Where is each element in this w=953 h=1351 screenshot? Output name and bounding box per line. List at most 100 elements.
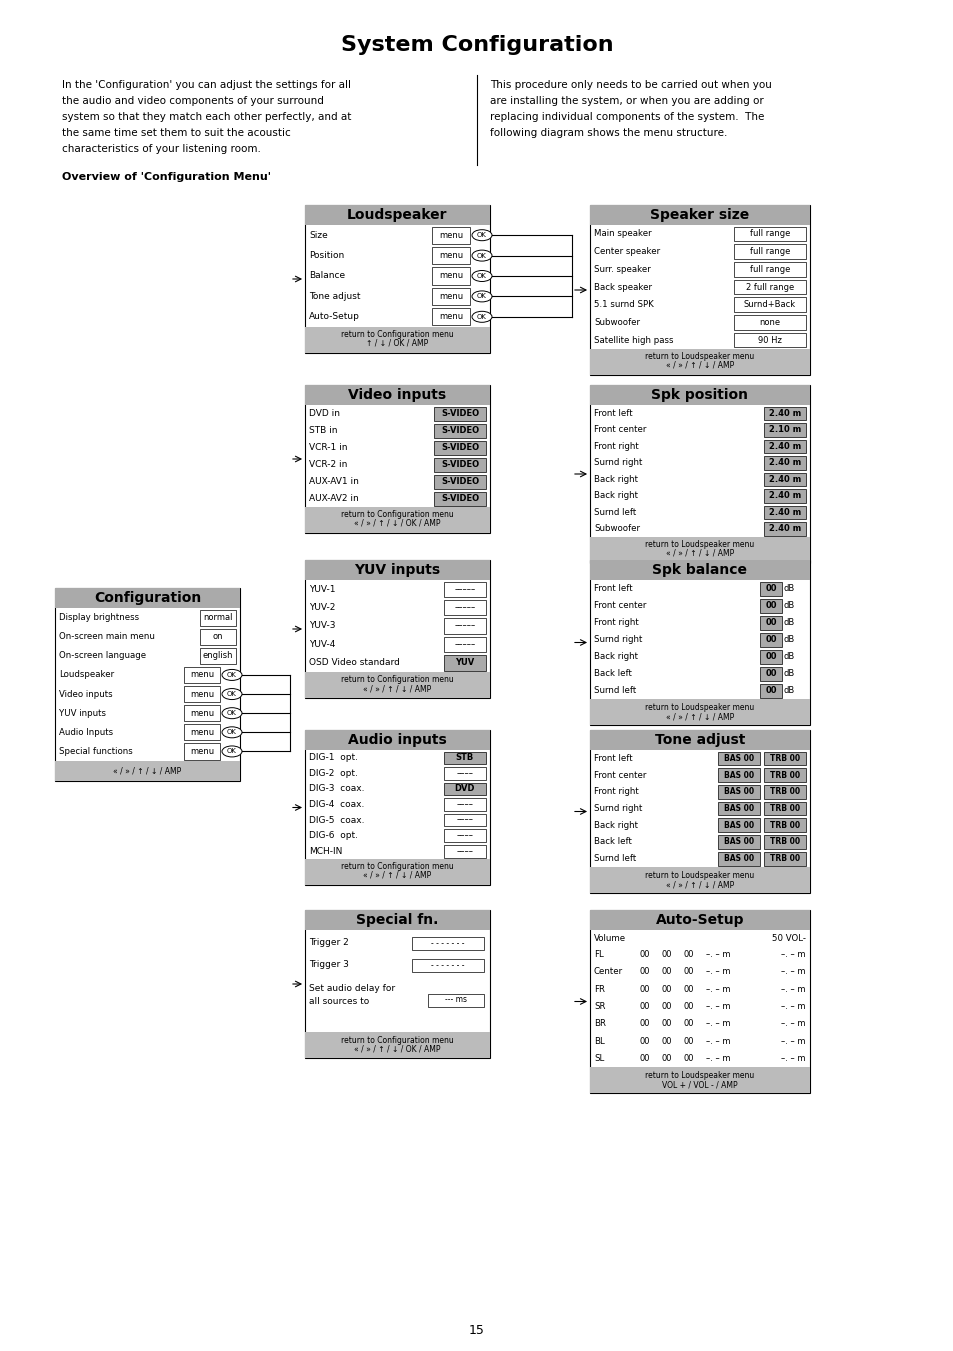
Bar	[733, 262, 805, 277]
Text: BAS 00: BAS 00	[723, 788, 753, 796]
Bar	[589, 911, 809, 929]
Text: Configuration: Configuration	[93, 590, 201, 605]
Text: BAS 00: BAS 00	[723, 770, 753, 780]
Bar	[443, 782, 485, 796]
Bar	[443, 600, 485, 615]
Text: return to Configuration menu: return to Configuration menu	[341, 676, 454, 684]
Text: - - - - - - -: - - - - - - -	[431, 962, 464, 970]
Text: « / » / ↑ / ↓ / AMP: « / » / ↑ / ↓ / AMP	[665, 549, 734, 558]
Text: « / » / ↑ / ↓ / AMP: « / » / ↑ / ↓ / AMP	[113, 766, 181, 775]
Text: 2 full range: 2 full range	[745, 282, 793, 292]
Text: –. – m: –. – m	[781, 985, 805, 994]
Text: Main speaker: Main speaker	[594, 230, 651, 238]
Text: DVD in: DVD in	[309, 409, 339, 417]
Text: 00: 00	[661, 985, 672, 994]
Bar	[589, 205, 809, 376]
Bar	[434, 407, 485, 420]
Bar	[718, 835, 760, 848]
Bar	[733, 280, 805, 295]
Bar	[763, 819, 805, 832]
Text: full range: full range	[749, 247, 789, 257]
Text: BAS 00: BAS 00	[723, 820, 753, 830]
Text: TRB 00: TRB 00	[769, 820, 800, 830]
Bar	[305, 561, 490, 580]
Text: YUV-2: YUV-2	[309, 603, 335, 612]
Text: 00: 00	[764, 686, 776, 694]
Text: DVD: DVD	[455, 785, 475, 793]
Text: following diagram shows the menu structure.: following diagram shows the menu structu…	[490, 128, 726, 138]
Text: dB: dB	[783, 669, 795, 678]
Text: OK: OK	[227, 730, 236, 735]
Text: dB: dB	[783, 617, 795, 627]
Text: YUV-3: YUV-3	[309, 621, 335, 631]
Text: menu: menu	[190, 728, 213, 736]
Text: –. – m: –. – m	[705, 985, 730, 994]
Text: –. – m: –. – m	[781, 1054, 805, 1063]
Text: OK: OK	[476, 273, 486, 280]
Text: 00: 00	[639, 950, 650, 959]
Text: AUX-AV1 in: AUX-AV1 in	[309, 477, 358, 486]
Text: –. – m: –. – m	[705, 1002, 730, 1011]
Bar	[763, 801, 805, 816]
Text: Special functions: Special functions	[59, 747, 132, 757]
Text: 00: 00	[639, 985, 650, 994]
Bar	[763, 505, 805, 519]
Bar	[432, 227, 470, 245]
Text: S-VIDEO: S-VIDEO	[440, 477, 478, 486]
Text: This procedure only needs to be carried out when you: This procedure only needs to be carried …	[490, 80, 771, 91]
Bar	[763, 835, 805, 848]
Bar	[763, 751, 805, 765]
Bar	[443, 619, 485, 634]
Text: OK: OK	[227, 748, 236, 754]
Text: S-VIDEO: S-VIDEO	[440, 494, 478, 503]
Text: dB: dB	[783, 601, 795, 611]
Text: –. – m: –. – m	[781, 1019, 805, 1028]
Text: 15: 15	[469, 1324, 484, 1336]
Text: 00: 00	[639, 1054, 650, 1063]
Bar	[760, 616, 781, 630]
Text: Satellite high pass: Satellite high pass	[594, 335, 673, 345]
Text: 50 VOL-: 50 VOL-	[771, 934, 805, 943]
Text: 00: 00	[639, 1019, 650, 1028]
Text: Trigger 2: Trigger 2	[309, 938, 349, 947]
Text: TRB 00: TRB 00	[769, 754, 800, 763]
Bar	[733, 315, 805, 330]
Text: Surnd+Back: Surnd+Back	[743, 300, 795, 309]
Bar	[589, 1067, 809, 1093]
Bar	[733, 227, 805, 242]
Text: YUV inputs: YUV inputs	[355, 563, 440, 577]
Bar	[434, 423, 485, 438]
Text: menu: menu	[190, 747, 213, 757]
Text: full range: full range	[749, 265, 789, 274]
Text: –. – m: –. – m	[705, 1036, 730, 1046]
Text: return to Loudspeaker menu: return to Loudspeaker menu	[644, 871, 754, 880]
Text: return to Loudspeaker menu: return to Loudspeaker menu	[644, 540, 754, 549]
Text: ↑ / ↓ / OK / AMP: ↑ / ↓ / OK / AMP	[366, 339, 428, 349]
Ellipse shape	[222, 670, 242, 681]
Text: menu: menu	[190, 670, 213, 680]
Text: Center: Center	[594, 967, 622, 977]
Bar	[443, 844, 485, 858]
Text: TRB 00: TRB 00	[769, 770, 800, 780]
Bar	[718, 785, 760, 798]
Text: menu: menu	[438, 292, 462, 301]
Text: full range: full range	[749, 230, 789, 238]
Text: VCR-1 in: VCR-1 in	[309, 443, 347, 453]
Bar	[305, 327, 490, 353]
Text: Auto-Setup: Auto-Setup	[655, 913, 743, 927]
Text: menu: menu	[190, 689, 213, 698]
Text: return to Configuration menu: return to Configuration menu	[341, 509, 454, 519]
Bar	[55, 588, 240, 781]
Text: Front left: Front left	[594, 584, 632, 593]
Text: –. – m: –. – m	[781, 950, 805, 959]
Text: 00: 00	[639, 1002, 650, 1011]
Text: Back right: Back right	[594, 492, 638, 500]
Ellipse shape	[472, 230, 492, 240]
Bar	[443, 581, 485, 597]
Ellipse shape	[472, 311, 492, 323]
Text: BAS 00: BAS 00	[723, 804, 753, 813]
Text: STB: STB	[456, 754, 474, 762]
Bar	[305, 730, 490, 750]
Text: Back speaker: Back speaker	[594, 282, 651, 292]
Bar	[305, 911, 490, 1058]
